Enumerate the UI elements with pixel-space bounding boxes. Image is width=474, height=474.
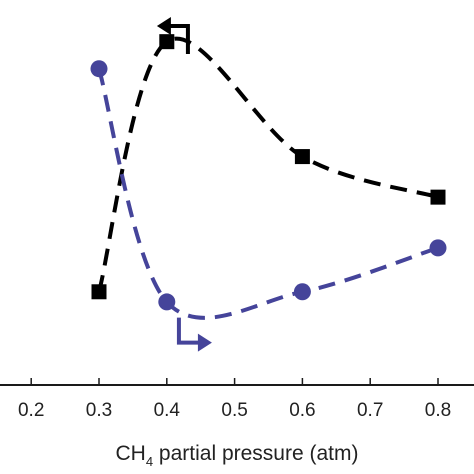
- x-axis-title-rest: partial pressure (atm): [153, 442, 358, 465]
- axis-arrow-right-icon: [176, 317, 212, 352]
- x-axis-title: CH4 partial pressure (atm): [116, 442, 359, 469]
- series-square-line: [97, 36, 439, 293]
- data-point-square: [430, 189, 446, 205]
- data-point-square: [159, 34, 175, 50]
- x-tick-label: 0.8: [425, 400, 451, 421]
- series-square: [91, 34, 446, 300]
- axis-arrow-left-icon: [156, 17, 190, 54]
- series-circle: [90, 60, 447, 320]
- annotation-layer: [156, 17, 212, 352]
- x-axis-title-main: CH: [116, 442, 146, 465]
- x-tick-label: 0.7: [357, 400, 383, 421]
- data-point-circle: [293, 283, 311, 301]
- x-tick-label: 0.5: [221, 400, 247, 421]
- plot-frame: [0, 0, 474, 386]
- series-circle-line: [97, 68, 439, 320]
- data-point-square: [91, 284, 107, 300]
- x-tick-label: 0.6: [289, 400, 315, 421]
- x-tick-label: 0.2: [18, 400, 44, 421]
- arrow-head: [156, 17, 171, 35]
- x-axis-title-subscript: 4: [146, 454, 153, 469]
- x-tick-label: 0.3: [86, 400, 112, 421]
- arrow-head: [197, 333, 212, 352]
- arrow-shaft: [168, 24, 190, 54]
- x-tick-label: 0.4: [154, 400, 181, 421]
- data-point-circle: [158, 293, 176, 311]
- data-point-circle: [429, 239, 447, 257]
- x-axis: 0.2 0.3 0.4 0.5 0.6 0.7 0.8: [18, 378, 451, 421]
- series-layer: [90, 34, 447, 320]
- arrow-shaft: [176, 317, 200, 345]
- data-point-circle: [90, 60, 108, 78]
- data-point-square: [294, 149, 310, 165]
